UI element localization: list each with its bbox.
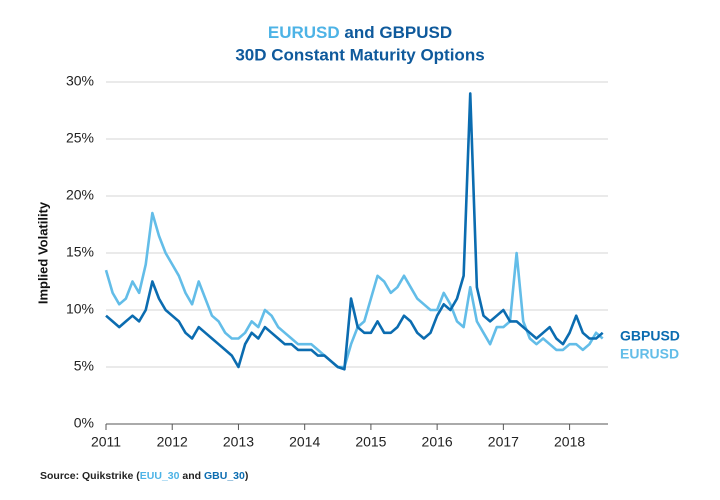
legend-label: EURUSD — [620, 346, 679, 362]
title-part: GBPUSD — [379, 23, 452, 42]
y-tick-label: 30% — [66, 73, 94, 89]
source-part: Source: Quikstrike ( — [40, 470, 140, 482]
y-tick-label: 0% — [74, 415, 94, 431]
x-tick-label: 2017 — [488, 434, 519, 450]
y-tick-label: 25% — [66, 130, 94, 146]
x-tick-label: 2018 — [554, 434, 585, 450]
x-tick-label: 2012 — [157, 434, 188, 450]
source-part: and — [182, 470, 201, 482]
title-part: and — [344, 23, 374, 42]
legend-label: GBPUSD — [620, 328, 680, 344]
series-line — [105, 92, 604, 371]
x-tick-label: 2011 — [91, 434, 121, 450]
y-tick-label: 20% — [66, 187, 94, 203]
source-note: Source: Quikstrike (EUU_30 and GBU_30) — [40, 470, 248, 482]
y-axis-label: Implied Volatility — [35, 201, 50, 304]
source-part: ) — [245, 470, 249, 482]
x-tick-label: 2014 — [289, 434, 320, 450]
source-part: EUU_30 — [140, 470, 180, 482]
y-tick-label: 5% — [74, 358, 94, 374]
y-tick-label: 15% — [66, 244, 94, 260]
y-tick-label: 10% — [66, 301, 94, 317]
chart-title: EURUSD and GBPUSD — [268, 23, 452, 42]
x-tick-label: 2016 — [422, 434, 453, 450]
series-line — [104, 211, 604, 369]
source-part: GBU_30 — [204, 470, 245, 482]
chart-subtitle: 30D Constant Maturity Options — [235, 45, 484, 64]
title-part: EURUSD — [268, 23, 340, 42]
x-tick-label: 2015 — [355, 434, 386, 450]
x-tick-label: 2013 — [223, 434, 254, 450]
